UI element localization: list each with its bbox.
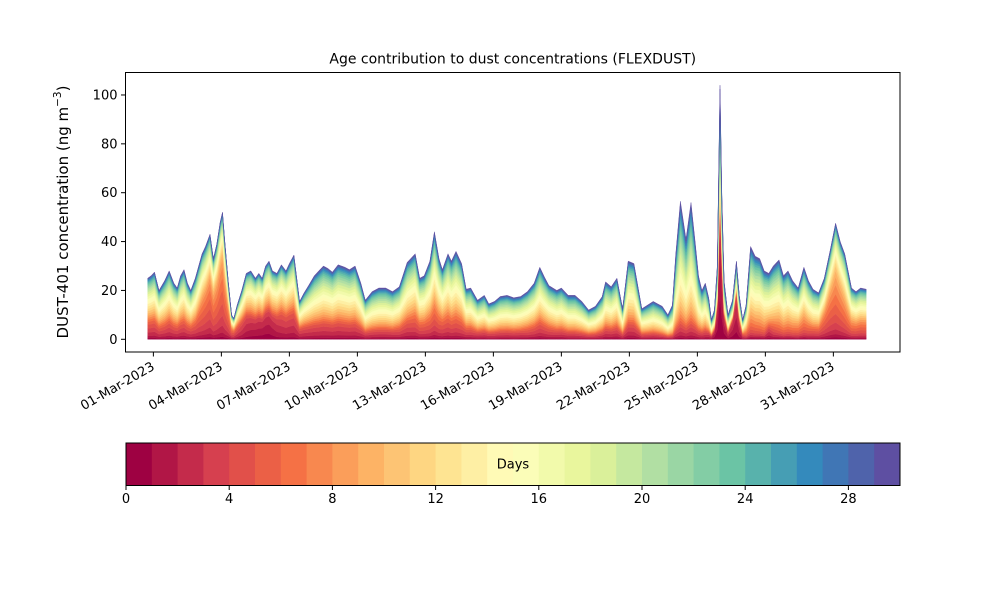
x-tick-label: 04-Mar-2023: [146, 359, 225, 413]
y-tick-label: 0: [109, 333, 117, 348]
x-tick-label: 22-Mar-2023: [554, 359, 633, 413]
colorbar-segment: [280, 443, 307, 486]
colorbar-segment: [332, 443, 359, 486]
y-axis-label: DUST-401 concentration (ng m−3): [52, 86, 72, 339]
colorbar-segment: [151, 443, 178, 486]
x-tick-label: 07-Mar-2023: [214, 359, 293, 413]
colorbar-frame: [125, 442, 901, 486]
colorbar-segment: [358, 443, 385, 486]
colorbar-segment: [306, 443, 333, 486]
x-tick-label: 25-Mar-2023: [622, 359, 701, 413]
colorbar-segment: [771, 443, 798, 486]
y-tick-label: 60: [101, 186, 118, 201]
colorbar-tick-label: 8: [328, 492, 336, 507]
colorbar-tick-label: 24: [737, 492, 754, 507]
colorbar-segment: [513, 443, 540, 486]
colorbar-label: Days: [497, 458, 530, 473]
x-tick-label: 01-Mar-2023: [78, 359, 157, 413]
x-tick-label: 31-Mar-2023: [758, 359, 837, 413]
colorbar-tick-label: 20: [634, 492, 651, 507]
y-tick-label: 80: [101, 137, 118, 152]
colorbar-segment: [126, 443, 153, 486]
colorbar-segment: [874, 443, 901, 486]
y-tick-label: 20: [101, 284, 118, 299]
y-tick-label: 40: [101, 235, 118, 250]
colorbar-segment: [642, 443, 669, 486]
colorbar-segment: [384, 443, 411, 486]
y-tick-label: 100: [93, 88, 118, 103]
colorbar-segment: [487, 443, 514, 486]
x-tick-label: 19-Mar-2023: [486, 359, 565, 413]
colorbar-tick-label: 16: [531, 492, 548, 507]
axes-frame: [125, 72, 901, 353]
colorbar-segment: [229, 443, 256, 486]
colorbar-segment: [177, 443, 204, 486]
colorbar-tick-label: 4: [225, 492, 233, 507]
colorbar-segment: [203, 443, 230, 486]
x-tick-label: 28-Mar-2023: [690, 359, 769, 413]
colorbar-segment: [564, 443, 591, 486]
x-tick-label: 10-Mar-2023: [282, 359, 361, 413]
chart-title: Age contribution to dust concentrations …: [329, 52, 696, 68]
colorbar-segment: [409, 443, 436, 486]
age-layer-29: [147, 85, 867, 321]
colorbar-segment: [255, 443, 282, 486]
colorbar-segment: [796, 443, 823, 486]
colorbar-segment: [461, 443, 488, 486]
stacked-age-layers: [147, 85, 867, 340]
colorbar-segment: [848, 443, 875, 486]
main-axes: 0 20 40 60 80 100 01-Mar-202304-Mar-202307-Mar…: [78, 72, 901, 414]
x-tick-label: 13-Mar-2023: [350, 359, 429, 413]
colorbar-segment: [822, 443, 849, 486]
colorbar-axes: 0 4 8 12 16 20 24 28: [122, 442, 901, 507]
colorbar-segment: [616, 443, 643, 486]
colorbar-segment: [693, 443, 720, 486]
colorbar-segment: [719, 443, 746, 486]
x-tick-label: 16-Mar-2023: [418, 359, 497, 413]
colorbar-segment: [435, 443, 462, 486]
colorbar-segment: [745, 443, 772, 486]
colorbar-tick-label: 12: [427, 492, 444, 507]
colorbar-tick-label: 28: [840, 492, 857, 507]
colorbar-segment: [667, 443, 694, 486]
colorbar-segment: [590, 443, 617, 486]
colorbar-segment: [538, 443, 565, 486]
colorbar-tick-label: 0: [122, 492, 130, 507]
